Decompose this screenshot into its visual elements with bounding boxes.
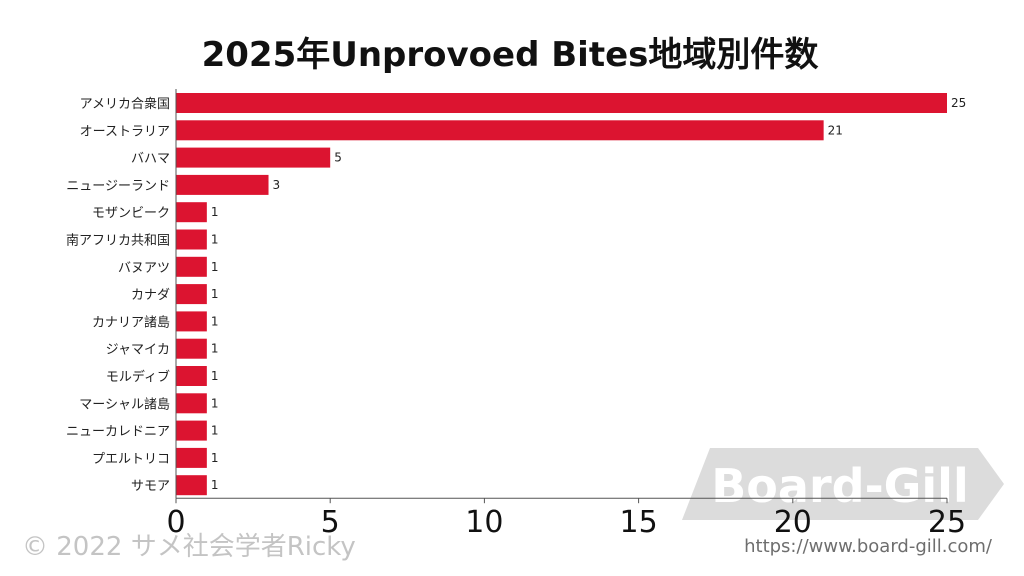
category-label: サモア [131,479,170,494]
x-tick-label: 20 [774,505,812,540]
bar [176,284,207,305]
chart-title: 2025年Unprovoed Bites地域別件数 [202,35,819,75]
value-label: 5 [334,151,342,165]
x-tick-label: 25 [928,505,966,540]
bar [176,256,207,277]
value-label: 1 [211,451,219,465]
category-label: プエルトリコ [92,452,170,467]
value-labels: 25 21 5 3 1 1 1 1 1 1 1 1 1 1 1 [211,96,966,492]
value-label: 1 [211,205,219,219]
category-label: オーストラリア [80,124,170,139]
bar [176,366,207,386]
category-label: バヌアツ [118,261,170,276]
category-label: カナダ [131,288,170,303]
bars-layer [176,93,947,496]
category-labels: アメリカ合衆国オーストラリアバハマニュージーランドモザンビーク南アフリカ共和国バ… [66,96,170,494]
value-label: 1 [211,260,219,274]
bar [176,174,269,195]
watermark-logo-shape [682,448,1004,520]
bar [176,447,207,468]
bar [176,393,207,414]
bar [176,202,207,223]
value-label: 1 [211,424,219,438]
value-label: 1 [211,287,219,301]
value-label: 1 [211,396,219,410]
value-label: 1 [211,369,219,383]
value-label: 1 [211,478,219,492]
bar [176,120,824,141]
x-tick-label: 0 [166,505,185,540]
category-label: ニュージーランド [66,179,170,194]
value-label: 25 [951,96,966,110]
category-label: マーシャル諸島 [79,396,170,412]
bar [176,147,331,168]
category-label: カナリア諸島 [92,314,170,330]
value-label: 3 [273,178,281,192]
watermark-logo-text: Board-Gill [711,459,968,513]
bar [176,338,207,359]
board-gill-watermark: Board-Gill [682,448,1004,520]
bar [176,420,207,441]
x-tick-label: 5 [321,505,340,540]
copyright-text: © 2022 サメ社会学者Ricky [22,532,356,562]
category-label: ジャマイカ [106,343,170,358]
category-label: バハマ [131,152,170,167]
category-label: ニューカレドニア [66,425,170,440]
bar [176,229,207,250]
category-label: アメリカ合衆国 [80,96,170,112]
value-label: 1 [211,233,219,247]
x-tick-label: 15 [620,505,658,540]
category-label: 南アフリカ共和国 [66,233,170,249]
watermark-url: https://www.board-gill.com/ [744,536,993,557]
bar [176,475,207,496]
value-label: 1 [211,342,219,356]
category-label: モザンビーク [92,206,170,221]
bar [176,93,947,113]
value-label: 21 [828,123,843,137]
x-tick-label: 10 [465,505,503,540]
category-label: モルディブ [106,369,170,385]
bar [176,311,207,332]
value-label: 1 [211,314,219,328]
x-axis: 0 5 10 15 20 25 [166,89,966,540]
